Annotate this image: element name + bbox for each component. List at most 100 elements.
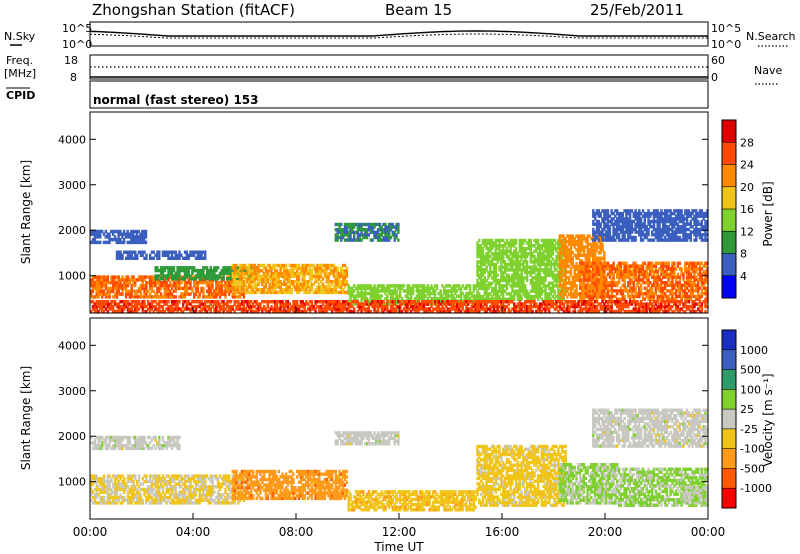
- heatmap-cell: [671, 233, 674, 237]
- heatmap-cell: [531, 276, 534, 280]
- heatmap-cell: [189, 266, 192, 270]
- heatmap-cell: [200, 281, 203, 285]
- heatmap-cell: [143, 278, 146, 282]
- heatmap-cell: [481, 270, 485, 275]
- heatmap-cell: [553, 292, 556, 296]
- heatmap-cell: [213, 266, 216, 270]
- heatmap-cell: [584, 237, 587, 241]
- heatmap-cell: [627, 209, 630, 213]
- heatmap-cell: [200, 309, 203, 314]
- heatmap-cell: [308, 290, 312, 295]
- heatmap-cell: [525, 260, 529, 264]
- heatmap-cell: [185, 250, 188, 254]
- heatmap-cell: [639, 217, 643, 221]
- heatmap-cell: [569, 253, 573, 258]
- heatmap-cell: [601, 273, 604, 277]
- heatmap-cell: [268, 263, 271, 268]
- heatmap-cell: [122, 229, 126, 234]
- heatmap-cell: [319, 288, 323, 292]
- heatmap-cell: [700, 278, 703, 282]
- heatmap-cell: [272, 263, 275, 268]
- heatmap-cell: [594, 217, 597, 221]
- heatmap-cell: [165, 289, 168, 293]
- heatmap-cell: [353, 284, 356, 288]
- heatmap-cell: [536, 268, 540, 272]
- heatmap-cell: [601, 292, 604, 296]
- heatmap-cell: [362, 235, 365, 240]
- heatmap-cell: [651, 294, 654, 299]
- heatmap-cell: [533, 238, 536, 243]
- heatmap-cell: [676, 281, 680, 285]
- heatmap-cell: [538, 265, 542, 269]
- heatmap-cell: [671, 297, 674, 301]
- heatmap-cell: [165, 292, 168, 296]
- heatmap-cell: [684, 264, 687, 268]
- heatmap-cell: [588, 261, 591, 265]
- heatmap-cell: [509, 294, 512, 299]
- heatmap-cell: [158, 281, 161, 285]
- heatmap-cell: [569, 286, 573, 291]
- heatmap-cell: [560, 275, 563, 280]
- heatmap-cell: [124, 300, 128, 304]
- heatmap-cell: [386, 294, 389, 298]
- heatmap-cell: [564, 281, 567, 285]
- heatmap-cell: [158, 295, 161, 299]
- heatmap-cell: [196, 286, 200, 291]
- heatmap-cell: [144, 240, 148, 245]
- heatmap-cell: [410, 297, 413, 301]
- heatmap-cell: [443, 289, 446, 293]
- heatmap-cell: [439, 289, 442, 293]
- heatmap-cell: [595, 289, 599, 293]
- heatmap-cell: [698, 214, 702, 218]
- heatmap-cell: [365, 297, 369, 301]
- heatmap-cell: [307, 271, 310, 276]
- heatmap-cell: [443, 299, 446, 303]
- heatmap-cell: [560, 264, 563, 269]
- heatmap-cell: [509, 241, 512, 245]
- heatmap-cell: [421, 289, 424, 293]
- heatmap-cell: [667, 227, 670, 232]
- heatmap-cell: [525, 294, 529, 299]
- heatmap-cell: [119, 286, 122, 291]
- heatmap-cell: [625, 230, 628, 234]
- heatmap-cell: [187, 274, 190, 278]
- heatmap-cell: [240, 307, 244, 311]
- heatmap-cell: [169, 295, 172, 299]
- heatmap-cell: [319, 290, 323, 295]
- heatmap-cell: [638, 230, 641, 234]
- heatmap-cell: [665, 261, 669, 265]
- heatmap-cell: [338, 285, 341, 289]
- heatmap-cell: [579, 251, 582, 255]
- heatmap-cell: [417, 297, 420, 301]
- heatmap-cell: [393, 233, 396, 237]
- heatmap-cell: [564, 253, 567, 258]
- heatmap-cell: [546, 265, 549, 269]
- heatmap-cell: [597, 281, 600, 285]
- heatmap-cell: [143, 275, 146, 279]
- heatmap-cell: [678, 217, 681, 221]
- heatmap-cell: [553, 238, 556, 243]
- heatmap-cell: [108, 295, 111, 299]
- heatmap-cell: [665, 233, 669, 237]
- heatmap-cell: [275, 285, 279, 289]
- heatmap-cell: [128, 278, 131, 282]
- heatmap-cell: [237, 277, 240, 281]
- heatmap-cell: [612, 230, 615, 234]
- heatmap-cell: [454, 297, 457, 301]
- heatmap-cell: [342, 277, 345, 281]
- heatmap-cell: [299, 288, 303, 292]
- heatmap-cell: [386, 289, 389, 293]
- heatmap-cell: [621, 269, 624, 274]
- heatmap-cell: [502, 294, 505, 299]
- heatmap-cell: [639, 292, 643, 296]
- heatmap-cell: [239, 263, 242, 268]
- heatmap-cell: [649, 269, 652, 274]
- heatmap-cell: [586, 281, 589, 285]
- heatmap-cell: [566, 262, 569, 266]
- heatmap-cell: [476, 260, 479, 264]
- heatmap-cell: [378, 297, 382, 301]
- heatmap-cell: [662, 289, 665, 293]
- heatmap-cell: [102, 300, 106, 304]
- heatmap-cell: [388, 222, 391, 227]
- heatmap-cell: [336, 282, 339, 286]
